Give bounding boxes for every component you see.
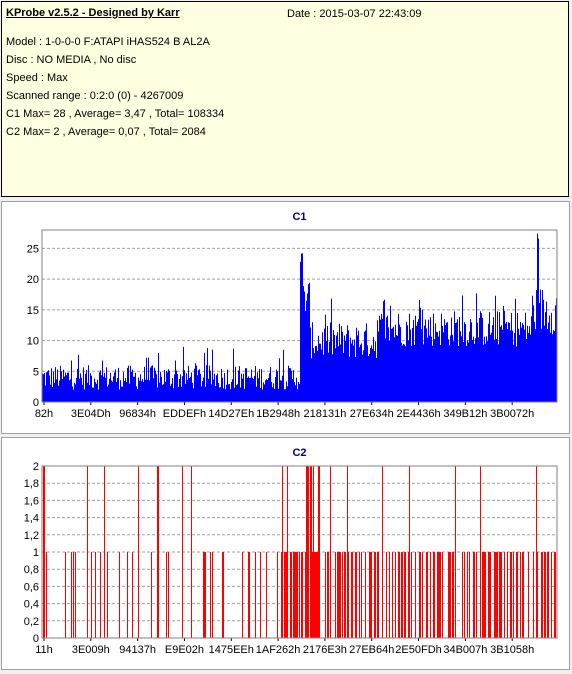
x-tick-label: 1AF262h <box>256 644 301 656</box>
c2-chart-panel: C2 0 0,2 0,4 0,6 0,8 1 1,2 1,4 1,6 1,8 2 11h 3E009h 94… <box>1 437 570 670</box>
y-tick-label: 25 <box>27 243 39 255</box>
c1-chart-panel: C1 0 5 10 15 20 25 82h 3E04Dh 96834h EDDEFh 14D27Eh… <box>1 201 570 434</box>
y-tick-label: 1,8 <box>24 478 39 490</box>
y-tick-label: 0,2 <box>24 616 39 628</box>
c2-summary-line: C2 Max= 2 , Average= 0,07 , Total= 2084 <box>6 126 206 138</box>
y-tick-label: 1,2 <box>24 530 39 542</box>
y-tick-label: 0,8 <box>24 564 39 576</box>
y-tick-label: 1,4 <box>24 513 39 525</box>
x-tick-label: 2E50FDh <box>395 644 441 656</box>
x-tick-label: 27EB64h <box>349 644 394 656</box>
c1-summary-line: C1 Max= 28 , Average= 3,47 , Total= 1083… <box>6 108 225 120</box>
x-tick-label: 349B12h <box>443 408 487 420</box>
info-panel: KProbe v2.5.2 - Designed by Karr Date : … <box>1 1 569 197</box>
app-title: KProbe v2.5.2 - Designed by Karr <box>6 7 180 19</box>
y-tick-label: 20 <box>27 274 39 286</box>
c1-chart: C1 0 5 10 15 20 25 82h 3E04Dh 96834h EDDEFh 14D27Eh… <box>27 211 558 420</box>
chart-title: C1 <box>292 211 306 223</box>
x-tick-label: 3E04Dh <box>71 408 111 420</box>
c2-chart: C2 0 0,2 0,4 0,6 0,8 1 1,2 1,4 1,6 1,8 2 11h 3E009h 94… <box>24 447 558 656</box>
x-tick-label: 96834h <box>119 408 156 420</box>
y-tick-label: 10 <box>27 336 39 348</box>
y-tick-label: 15 <box>27 305 39 317</box>
x-tick-label: 218131h <box>303 408 346 420</box>
x-tick-label: 34B007h <box>443 644 487 656</box>
plot-border <box>41 229 558 403</box>
y-tick-label: 5 <box>33 366 39 378</box>
y-tick-label: 0 <box>33 397 39 409</box>
x-tick-label: 2176E3h <box>303 644 347 656</box>
plot-border <box>41 465 558 639</box>
speed-line: Speed : Max <box>6 72 68 84</box>
x-tick-label: 27E634h <box>350 408 394 420</box>
x-tick-label: EDDEFh <box>163 408 206 420</box>
y-tick-label: 1,6 <box>24 495 39 507</box>
x-tick-label: 14D27Eh <box>208 408 254 420</box>
y-tick-label: 1 <box>33 547 39 559</box>
model-line: Model : 1-0-0-0 F:ATAPI iHAS524 B AL2A <box>6 36 210 48</box>
x-tick-label: 1B2948h <box>256 408 300 420</box>
x-tick-label: 11h <box>35 644 53 656</box>
x-tick-label: E9E02h <box>165 644 204 656</box>
y-tick-label: 0,4 <box>24 599 39 611</box>
scanned-range-line: Scanned range : 0:2:0 (0) - 4267009 <box>6 90 184 102</box>
x-tick-label: 2E4436h <box>397 408 441 420</box>
y-tick-label: 0,6 <box>24 581 39 593</box>
disc-line: Disc : NO MEDIA , No disc <box>6 54 137 66</box>
scan-date: Date : 2015-03-07 22:43:09 <box>287 8 422 20</box>
x-tick-label: 1475EEh <box>209 644 254 656</box>
x-tick-label: 94137h <box>119 644 156 656</box>
chart-title: C2 <box>292 447 306 459</box>
x-tick-label: 3B0072h <box>490 408 534 420</box>
y-tick-label: 2 <box>33 461 39 473</box>
x-tick-label: 3E009h <box>72 644 110 656</box>
y-tick-label: 0 <box>33 633 39 645</box>
x-tick-label: 82h <box>35 408 53 420</box>
c2-series-bars <box>43 466 556 638</box>
x-tick-label: 3B1058h <box>490 644 534 656</box>
